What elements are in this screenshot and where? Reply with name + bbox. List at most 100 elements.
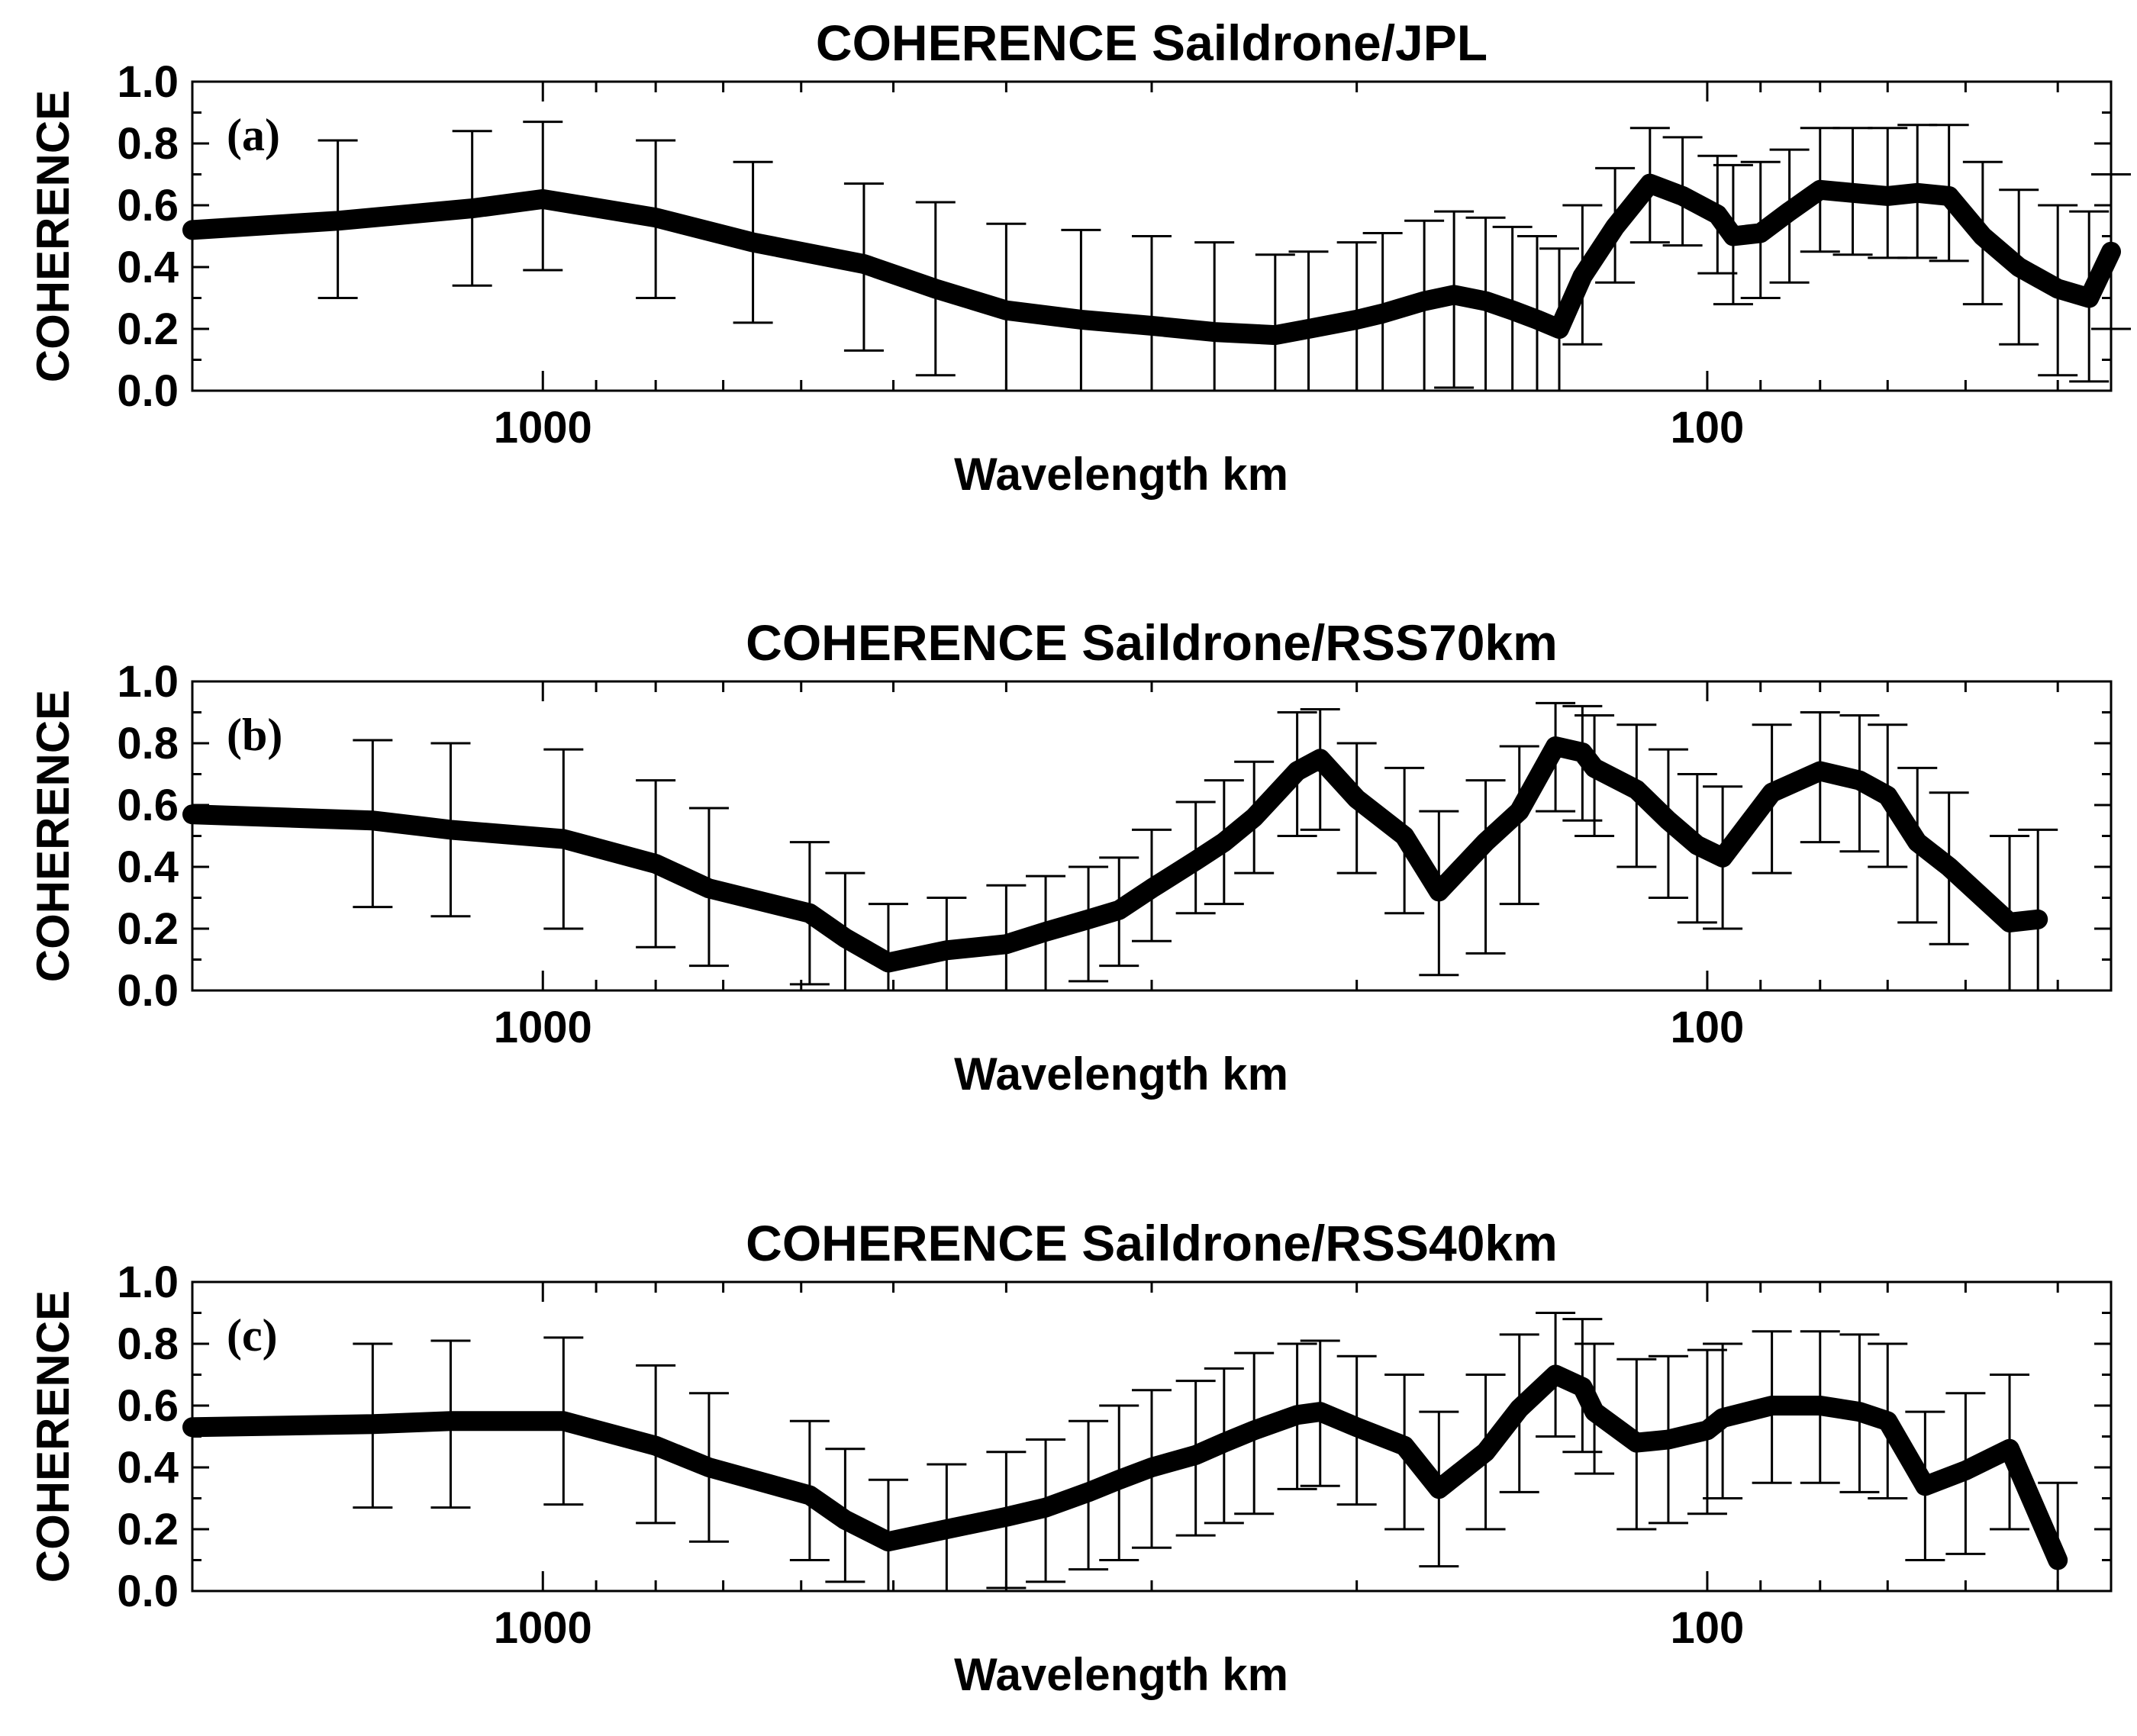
data-point-b bbox=[1947, 865, 1951, 868]
data-point-a bbox=[654, 216, 658, 220]
data-point-c bbox=[562, 1419, 566, 1423]
data-point-b bbox=[1295, 769, 1299, 773]
data-point-a bbox=[470, 207, 474, 211]
error-bar-b bbox=[1465, 779, 1506, 955]
data-point-b bbox=[1117, 908, 1121, 912]
data-point-b bbox=[1635, 787, 1639, 791]
error-bar-b bbox=[1499, 745, 1539, 906]
y-tick-label-b: 0.2 bbox=[117, 904, 179, 954]
data-point-b bbox=[886, 961, 890, 965]
data-point-b bbox=[191, 813, 194, 816]
data-point-a bbox=[1731, 234, 1735, 238]
x-tick-label-c: 100 bbox=[1671, 1603, 1745, 1653]
data-point-c bbox=[1222, 1441, 1226, 1445]
data-point-c bbox=[449, 1419, 453, 1423]
data-point-b bbox=[1194, 858, 1197, 862]
data-point-a bbox=[1510, 308, 1514, 312]
chart-title-c: COHERENCE Saildrone/RSS40km bbox=[746, 1215, 1558, 1271]
data-point-b bbox=[1004, 942, 1008, 946]
data-point-a bbox=[2056, 287, 2060, 291]
data-point-c bbox=[2008, 1447, 2012, 1451]
data-point-b bbox=[449, 828, 453, 832]
data-point-a bbox=[1947, 194, 1951, 198]
y-axis-label-a: COHERENCE bbox=[27, 90, 79, 382]
chart-panel-b: COHERENCE Saildrone/RSS70km 0.0 0.2 0.4 0.6 0… bbox=[27, 614, 2113, 1100]
y-tick-label-c: 0.2 bbox=[117, 1505, 179, 1554]
coherence-line-b bbox=[182, 736, 2048, 973]
error-bar-a bbox=[1255, 253, 1295, 392]
data-point-c bbox=[1295, 1413, 1299, 1417]
data-point-c bbox=[191, 1425, 194, 1429]
x-axis-label-b: Wavelength km bbox=[954, 1048, 1288, 1100]
data-point-a bbox=[1787, 210, 1791, 214]
data-point-b bbox=[807, 911, 811, 915]
data-point-a bbox=[1273, 333, 1277, 337]
y-tick-label-a: 0.0 bbox=[117, 366, 179, 416]
y-tick-label-b: 0.8 bbox=[117, 719, 179, 768]
data-point-a bbox=[1613, 225, 1617, 229]
y-tick-label-a: 0.2 bbox=[117, 304, 179, 354]
data-point-b bbox=[843, 936, 847, 940]
chart-panel-a: COHERENCE Saildrone/JPL 0.0 0.2 0.4 0.6 0.8 1.… bbox=[27, 14, 2131, 500]
error-bar-b bbox=[868, 903, 908, 992]
data-point-b bbox=[1318, 757, 1322, 761]
data-point-a bbox=[2087, 296, 2091, 300]
y-tick-label-c: 0.4 bbox=[117, 1443, 179, 1493]
x-tick-label-c: 1000 bbox=[494, 1603, 592, 1653]
data-point-a bbox=[1648, 182, 1652, 185]
y-tick-label-a: 0.8 bbox=[117, 119, 179, 169]
data-point-c bbox=[1770, 1404, 1774, 1407]
data-point-c bbox=[371, 1422, 375, 1426]
data-point-c bbox=[886, 1540, 890, 1544]
data-point-b bbox=[1593, 766, 1597, 770]
data-point-c bbox=[1117, 1478, 1121, 1482]
data-point-a bbox=[1981, 234, 1984, 238]
data-point-c bbox=[1044, 1506, 1048, 1509]
data-point-b bbox=[1916, 840, 1919, 844]
y-axis-label-c: COHERENCE bbox=[27, 1290, 79, 1583]
data-point-c bbox=[1554, 1373, 1558, 1377]
data-point-c bbox=[707, 1466, 711, 1469]
data-point-b bbox=[654, 862, 658, 865]
data-point-c bbox=[807, 1493, 811, 1497]
panel-tag-c: (c) bbox=[227, 1310, 278, 1361]
panel-tag-b: (b) bbox=[227, 710, 282, 760]
y-tick-label-a: 1.0 bbox=[117, 57, 179, 107]
data-point-b bbox=[1554, 745, 1558, 749]
data-point-b bbox=[562, 837, 566, 841]
y-tick-label-c: 0.0 bbox=[117, 1567, 179, 1616]
data-point-b bbox=[2036, 917, 2040, 921]
data-point-b bbox=[1484, 840, 1488, 844]
y-tick-label-b: 0.6 bbox=[117, 781, 179, 830]
data-point-b bbox=[1886, 794, 1890, 797]
data-point-c bbox=[1593, 1410, 1597, 1414]
data-point-a bbox=[1150, 324, 1153, 327]
y-tick-label-c: 1.0 bbox=[117, 1258, 179, 1307]
data-point-b bbox=[1403, 834, 1407, 838]
data-point-a bbox=[1916, 191, 1919, 195]
data-point-b bbox=[1437, 890, 1441, 894]
data-point-c bbox=[1705, 1428, 1709, 1432]
data-point-c bbox=[654, 1444, 658, 1448]
data-point-c bbox=[1150, 1466, 1153, 1469]
data-point-b bbox=[2008, 920, 2012, 924]
x-axis-label-c: Wavelength km bbox=[954, 1649, 1288, 1700]
data-point-b bbox=[1044, 930, 1048, 934]
data-point-c bbox=[1437, 1487, 1441, 1491]
data-point-b bbox=[1355, 797, 1359, 800]
data-point-a bbox=[1307, 327, 1310, 330]
data-point-c bbox=[2056, 1558, 2060, 1562]
y-tick-label-b: 0.4 bbox=[117, 842, 179, 892]
data-point-a bbox=[1886, 194, 1890, 198]
data-point-b bbox=[1695, 843, 1699, 847]
data-point-a bbox=[933, 287, 937, 291]
data-point-a bbox=[2017, 266, 2021, 269]
data-point-a bbox=[751, 240, 755, 244]
data-point-b bbox=[1818, 769, 1822, 773]
data-point-a bbox=[1355, 317, 1359, 321]
data-point-a bbox=[1535, 317, 1539, 321]
data-point-b bbox=[1252, 816, 1256, 820]
data-point-c bbox=[1721, 1416, 1725, 1420]
coherence-line-a bbox=[182, 173, 2121, 346]
data-point-c bbox=[1923, 1484, 1927, 1488]
